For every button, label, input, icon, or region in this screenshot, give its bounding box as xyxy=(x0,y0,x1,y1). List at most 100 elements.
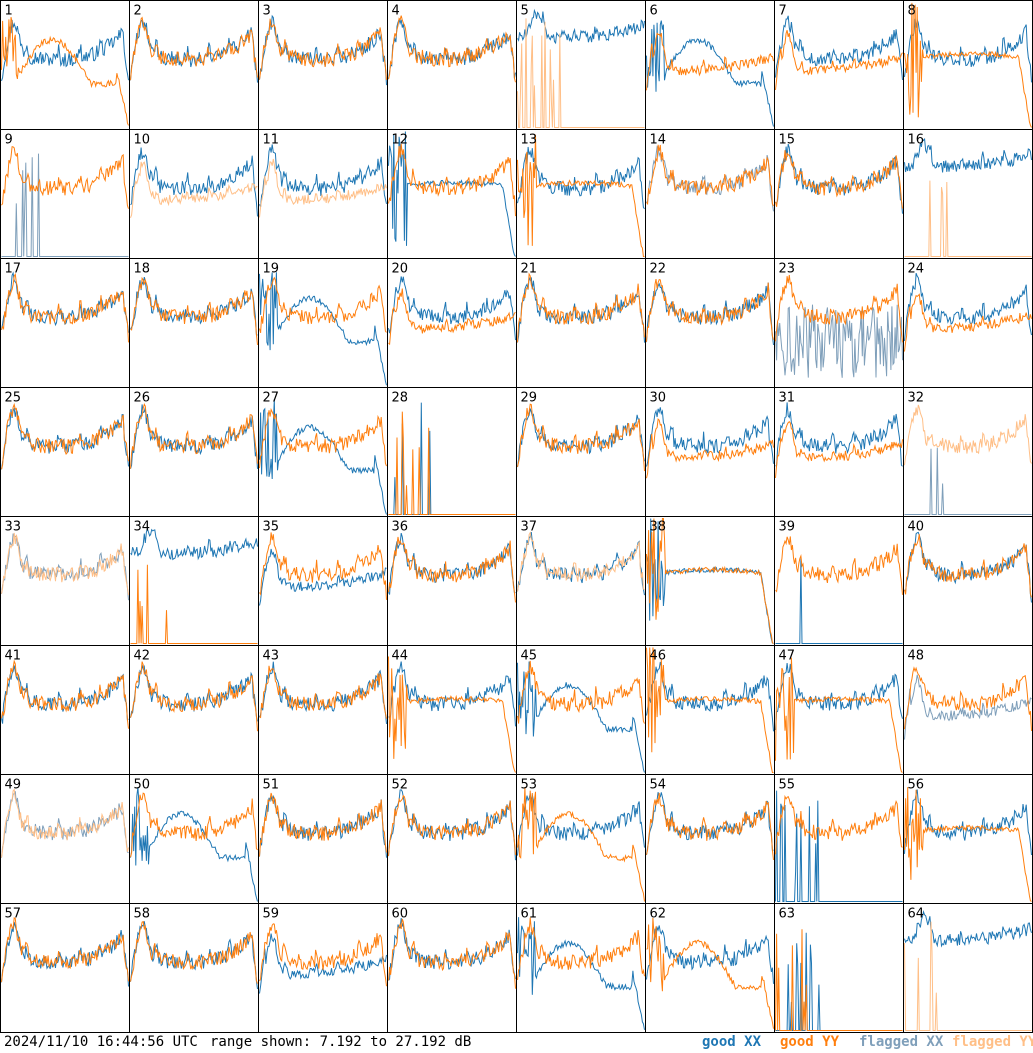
panel-label: 57 xyxy=(5,907,22,922)
panel-label: 45 xyxy=(521,649,538,664)
panel-label: 55 xyxy=(779,778,796,793)
panel-3: 3 xyxy=(258,0,388,130)
panel-frame xyxy=(129,387,259,517)
panel-label: 24 xyxy=(908,262,925,277)
panel-frame xyxy=(645,0,775,130)
series-xx-49 xyxy=(1,791,129,858)
panel-label: 31 xyxy=(779,391,796,406)
series-yy-17 xyxy=(1,272,129,343)
series-yy-56 xyxy=(904,787,1032,902)
series-yy-4 xyxy=(388,15,516,83)
series-yy-49 xyxy=(1,788,129,858)
series-yy-16 xyxy=(904,180,1032,257)
series-xx-37 xyxy=(517,531,645,596)
panel-47: 47 xyxy=(774,645,904,775)
series-yy-37 xyxy=(517,531,645,592)
panel-label: 15 xyxy=(779,133,796,148)
panel-frame xyxy=(903,387,1033,517)
series-xx-21 xyxy=(517,277,645,343)
panel-label: 64 xyxy=(908,907,925,922)
series-yy-51 xyxy=(259,792,387,857)
series-xx-45 xyxy=(517,661,645,773)
panel-29: 29 xyxy=(516,387,646,517)
panel-38: 38 xyxy=(645,516,775,646)
series-yy-39 xyxy=(775,536,903,595)
series-yy-42 xyxy=(130,661,258,732)
panel-58: 58 xyxy=(129,903,259,1033)
series-yy-63 xyxy=(775,929,903,1031)
panel-4: 4 xyxy=(387,0,517,130)
series-yy-45 xyxy=(517,660,645,724)
panel-frame xyxy=(258,516,388,646)
panel-frame xyxy=(0,903,130,1033)
series-xx-46 xyxy=(646,661,774,732)
series-yy-27 xyxy=(259,407,387,469)
panel-label: 25 xyxy=(5,391,22,406)
panel-frame xyxy=(903,258,1033,388)
series-yy-31 xyxy=(775,420,903,478)
panel-20: 20 xyxy=(387,258,517,388)
panel-label: 59 xyxy=(263,907,280,922)
series-yy-38 xyxy=(646,518,774,644)
panel-label: 11 xyxy=(263,133,280,148)
panel-frame xyxy=(903,0,1033,130)
timestamp: 2024/11/10 16:44:56 UTC xyxy=(4,1034,198,1050)
series-xx-30 xyxy=(646,407,774,467)
series-yy-11 xyxy=(259,158,387,218)
panel-55: 55 xyxy=(774,774,904,904)
panel-label: 22 xyxy=(650,262,667,277)
panel-label: 1 xyxy=(5,4,13,19)
series-xx-23 xyxy=(775,304,903,378)
panel-61: 61 xyxy=(516,903,646,1033)
series-yy-20 xyxy=(388,288,516,346)
panel-label: 21 xyxy=(521,262,538,277)
panel-frame xyxy=(0,0,130,130)
panel-label: 48 xyxy=(908,649,925,664)
panel-label: 17 xyxy=(5,262,22,277)
series-xx-34 xyxy=(130,527,258,561)
series-yy-29 xyxy=(517,403,645,472)
panel-label: 28 xyxy=(392,391,409,406)
panel-43: 43 xyxy=(258,645,388,775)
panel-14: 14 xyxy=(645,129,775,259)
panel-50: 50 xyxy=(129,774,259,904)
panel-42: 42 xyxy=(129,645,259,775)
series-yy-25 xyxy=(1,402,129,470)
panel-frame xyxy=(903,129,1033,259)
series-yy-58 xyxy=(130,920,258,984)
series-yy-41 xyxy=(1,659,129,729)
panel-30: 30 xyxy=(645,387,775,517)
panel-52: 52 xyxy=(387,774,517,904)
panel-7: 7 xyxy=(774,0,904,130)
series-xx-16 xyxy=(904,137,1032,173)
panel-label: 33 xyxy=(5,520,22,535)
panel-frame xyxy=(129,129,259,259)
panel-34: 34 xyxy=(129,516,259,646)
panel-frame xyxy=(387,774,517,904)
panel-28: 28 xyxy=(387,387,517,517)
series-xx-61 xyxy=(517,917,645,1030)
panel-label: 34 xyxy=(134,520,151,535)
series-yy-62 xyxy=(646,917,774,1029)
panel-36: 36 xyxy=(387,516,517,646)
panel-46: 46 xyxy=(645,645,775,775)
series-yy-36 xyxy=(388,536,516,603)
panel-12: 12 xyxy=(387,129,517,259)
panel-frame xyxy=(516,0,646,130)
series-xx-39 xyxy=(775,558,903,644)
series-xx-8 xyxy=(904,18,1032,83)
panel-frame xyxy=(129,774,259,904)
panel-frame xyxy=(903,903,1033,1033)
panel-label: 27 xyxy=(263,391,280,406)
series-xx-19 xyxy=(259,272,387,386)
panel-24: 24 xyxy=(903,258,1033,388)
series-xx-10 xyxy=(130,147,258,217)
legend-good-xx: good XX xyxy=(702,1034,762,1050)
series-yy-46 xyxy=(646,647,774,773)
range-text: range shown: 7.192 to 27.192 dB xyxy=(210,1034,472,1050)
panel-32: 32 xyxy=(903,387,1033,517)
panel-label: 20 xyxy=(392,262,409,277)
series-yy-40 xyxy=(904,534,1032,598)
panel-19: 19 xyxy=(258,258,388,388)
panel-label: 61 xyxy=(521,907,538,922)
